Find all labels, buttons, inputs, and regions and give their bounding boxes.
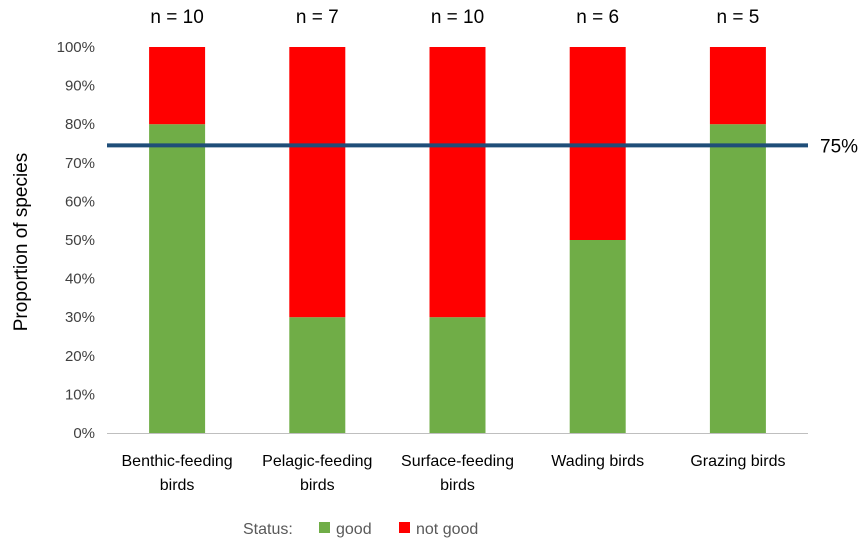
bar-not-good — [289, 47, 345, 317]
bar-good — [289, 317, 345, 433]
count-label: n = 7 — [296, 7, 339, 28]
threshold-label: 75% — [820, 136, 858, 157]
count-label: n = 10 — [150, 7, 203, 28]
category-labels: Benthic-feeding birds Pelagic-feeding birds… — [122, 453, 786, 494]
bar-good — [570, 240, 626, 433]
y-tick-label: 60% — [65, 193, 95, 210]
bar-not-good — [710, 47, 766, 124]
category-label: birds — [300, 477, 335, 494]
category-label: birds — [160, 477, 195, 494]
category-label: Pelagic-feeding — [262, 453, 372, 470]
y-axis-label: Proportion of species — [11, 153, 32, 332]
legend-swatch — [399, 522, 410, 533]
y-tick-label: 100% — [57, 39, 95, 56]
legend-title: Status: — [243, 521, 293, 538]
y-tick-label: 0% — [73, 425, 95, 442]
y-tick-label: 80% — [65, 116, 95, 133]
y-tick-label: 10% — [65, 386, 95, 403]
y-tick-label: 90% — [65, 78, 95, 95]
count-label: n = 10 — [431, 7, 484, 28]
legend-swatch — [319, 522, 330, 533]
bar-good — [149, 124, 205, 433]
legend-label: good — [336, 521, 372, 538]
y-tick-label: 70% — [65, 155, 95, 172]
count-labels: n = 10 n = 7 n = 10 n = 6 n = 5 — [150, 7, 759, 28]
y-axis-ticks: 0% 10% 20% 30% 40% 50% 60% 70% 80% 90% 100% — [57, 39, 95, 442]
bars — [149, 47, 766, 433]
category-label: Surface-feeding — [401, 453, 514, 470]
category-label: Benthic-feeding — [122, 453, 233, 470]
y-tick-label: 30% — [65, 309, 95, 326]
y-tick-label: 50% — [65, 232, 95, 249]
count-label: n = 5 — [717, 7, 760, 28]
y-tick-label: 20% — [65, 348, 95, 365]
bar-not-good — [149, 47, 205, 124]
bar-not-good — [430, 47, 486, 317]
legend: Status: good not good — [243, 521, 478, 538]
category-label: Grazing birds — [690, 453, 785, 470]
count-label: n = 6 — [576, 7, 619, 28]
y-tick-label: 40% — [65, 271, 95, 288]
legend-label: not good — [416, 521, 478, 538]
bar-good — [430, 317, 486, 433]
category-label: Wading birds — [551, 453, 644, 470]
bar-good — [710, 124, 766, 433]
category-label: birds — [440, 477, 475, 494]
